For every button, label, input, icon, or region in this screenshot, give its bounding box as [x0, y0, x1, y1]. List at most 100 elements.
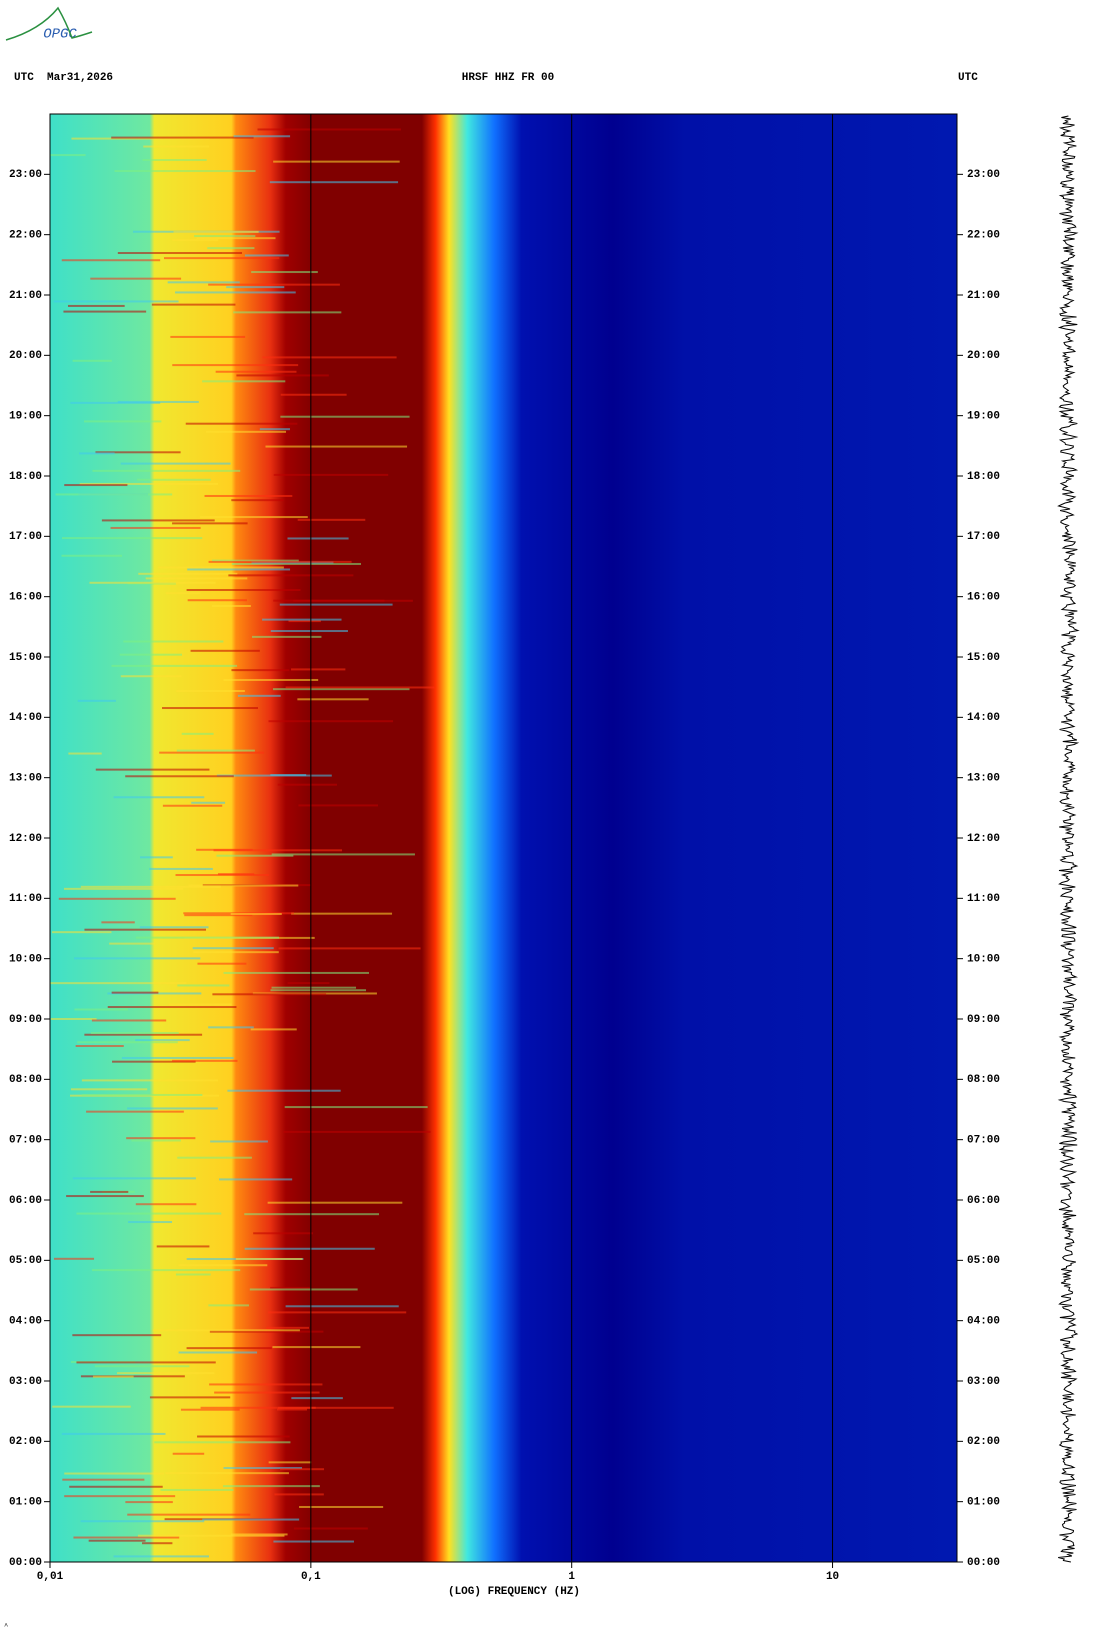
x-tick-label: 10 — [826, 1571, 839, 1583]
stripe — [81, 1520, 205, 1522]
y-tick-label-right: 19:00 — [967, 411, 1000, 423]
stripe — [208, 1304, 249, 1306]
stripe — [273, 161, 400, 163]
stripe — [82, 1094, 203, 1096]
stripe — [236, 374, 328, 376]
stripe — [278, 1407, 394, 1409]
stripe — [193, 947, 274, 949]
stripe — [188, 885, 298, 887]
y-tick-label-left: 02:00 — [9, 1436, 42, 1448]
stripe — [231, 913, 282, 915]
stripe — [56, 493, 173, 495]
stripe — [135, 1039, 190, 1041]
stripe — [117, 1372, 214, 1374]
stripe — [238, 695, 281, 697]
stripe — [205, 495, 293, 497]
y-tick-label-right: 09:00 — [967, 1014, 1000, 1026]
stripe — [127, 1107, 218, 1109]
stripe — [274, 474, 388, 476]
y-tick-label-left: 10:00 — [9, 954, 42, 966]
stripe — [157, 1245, 210, 1247]
stripe — [266, 1327, 309, 1329]
stripe — [168, 281, 240, 283]
stripe — [279, 947, 421, 949]
stripe — [64, 1495, 175, 1497]
stripe — [286, 686, 435, 688]
stripe — [101, 921, 134, 923]
stripe — [177, 750, 255, 752]
stripe — [179, 1351, 257, 1353]
stripe — [114, 796, 205, 798]
stripe — [92, 1019, 166, 1021]
stripe — [260, 428, 290, 430]
y-tick-label-left: 20:00 — [9, 350, 42, 362]
stripe — [118, 252, 242, 254]
y-tick-label-right: 06:00 — [967, 1195, 1000, 1207]
stripe — [181, 1409, 240, 1411]
stripe — [154, 1441, 290, 1443]
stripe — [123, 641, 223, 643]
stripe — [125, 1501, 172, 1503]
stripe — [245, 1248, 375, 1250]
y-tick-label-left: 21:00 — [9, 290, 42, 302]
stripe — [250, 1288, 358, 1290]
stripe — [62, 555, 122, 557]
y-tick-label-right: 23:00 — [967, 169, 1000, 181]
stripe — [231, 499, 283, 501]
stripe — [191, 802, 225, 804]
stripe — [212, 605, 251, 607]
y-tick-label-left: 13:00 — [9, 773, 42, 785]
x-tick-label: 0,01 — [37, 1571, 64, 1583]
stripe — [244, 1213, 379, 1215]
stripe — [108, 1006, 237, 1008]
y-tick-label-left: 16:00 — [9, 592, 42, 604]
stripe — [109, 943, 155, 945]
stripe — [270, 774, 306, 776]
y-tick-label-left: 23:00 — [9, 169, 42, 181]
stripe — [78, 700, 116, 702]
corner-mark: ^ — [4, 1622, 8, 1631]
stripe — [73, 1537, 179, 1539]
stripe — [125, 775, 234, 777]
stripe — [63, 311, 146, 313]
chart-title: HRSF HHZ FR 00 — [462, 72, 554, 84]
x-tick-label: 0,1 — [301, 1571, 321, 1583]
header-left: UTC Mar31,2026 — [14, 72, 113, 84]
stripe — [51, 1018, 97, 1020]
stripe — [126, 1137, 195, 1139]
stripe — [202, 1519, 299, 1521]
stripe — [177, 984, 229, 986]
stripe — [84, 1034, 202, 1036]
stripe — [268, 1311, 406, 1313]
stripe — [54, 1258, 94, 1260]
stripe — [285, 1106, 428, 1108]
stripe — [50, 154, 85, 156]
y-tick-label-left: 22:00 — [9, 230, 42, 242]
stripe — [175, 291, 296, 293]
stripe — [265, 446, 407, 448]
stripe — [234, 135, 290, 137]
stripe — [146, 577, 248, 579]
stripe — [281, 394, 347, 396]
stripe — [140, 926, 209, 928]
stripe — [90, 582, 216, 584]
stripe — [111, 527, 201, 529]
stripe — [68, 753, 101, 755]
y-tick-label-right: 07:00 — [967, 1135, 1000, 1147]
stripe — [91, 1032, 179, 1034]
stripe — [291, 668, 345, 670]
stripe — [194, 235, 255, 237]
stripe — [162, 707, 258, 709]
stripe — [82, 1079, 218, 1081]
stripe — [73, 360, 112, 362]
stripe — [272, 987, 356, 989]
y-tick-label-left: 04:00 — [9, 1316, 42, 1328]
y-tick-label-right: 05:00 — [967, 1255, 1000, 1267]
stripe — [71, 1088, 147, 1090]
stripe — [262, 619, 341, 621]
stripe — [92, 470, 240, 472]
stripe — [272, 1346, 360, 1348]
stripe — [214, 849, 342, 851]
stripe — [284, 1131, 431, 1133]
stripe — [143, 146, 209, 148]
